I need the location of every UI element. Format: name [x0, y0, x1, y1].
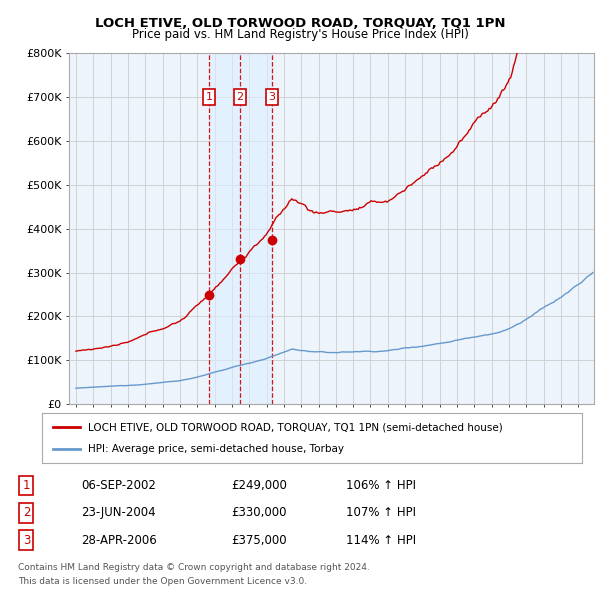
Text: This data is licensed under the Open Government Licence v3.0.: This data is licensed under the Open Gov…: [18, 577, 307, 586]
Text: £375,000: £375,000: [231, 533, 287, 546]
Text: 3: 3: [269, 92, 275, 102]
Text: £249,000: £249,000: [231, 479, 287, 492]
Text: Price paid vs. HM Land Registry's House Price Index (HPI): Price paid vs. HM Land Registry's House …: [131, 28, 469, 41]
Text: LOCH ETIVE, OLD TORWOOD ROAD, TORQUAY, TQ1 1PN: LOCH ETIVE, OLD TORWOOD ROAD, TORQUAY, T…: [95, 17, 505, 30]
Text: 106% ↑ HPI: 106% ↑ HPI: [346, 479, 416, 492]
Text: 06-SEP-2002: 06-SEP-2002: [81, 479, 156, 492]
Text: 1: 1: [23, 479, 30, 492]
Text: 1: 1: [205, 92, 212, 102]
Bar: [209, 53, 272, 404]
Text: 2: 2: [23, 506, 30, 519]
Text: 3: 3: [23, 533, 30, 546]
Text: HPI: Average price, semi-detached house, Torbay: HPI: Average price, semi-detached house,…: [88, 444, 344, 454]
Text: 2: 2: [236, 92, 244, 102]
Text: Contains HM Land Registry data © Crown copyright and database right 2024.: Contains HM Land Registry data © Crown c…: [18, 563, 370, 572]
Text: 114% ↑ HPI: 114% ↑ HPI: [346, 533, 416, 546]
Text: £330,000: £330,000: [231, 506, 286, 519]
Text: 107% ↑ HPI: 107% ↑ HPI: [346, 506, 416, 519]
Text: 23-JUN-2004: 23-JUN-2004: [81, 506, 156, 519]
Text: 28-APR-2006: 28-APR-2006: [81, 533, 157, 546]
Text: LOCH ETIVE, OLD TORWOOD ROAD, TORQUAY, TQ1 1PN (semi-detached house): LOCH ETIVE, OLD TORWOOD ROAD, TORQUAY, T…: [88, 422, 503, 432]
